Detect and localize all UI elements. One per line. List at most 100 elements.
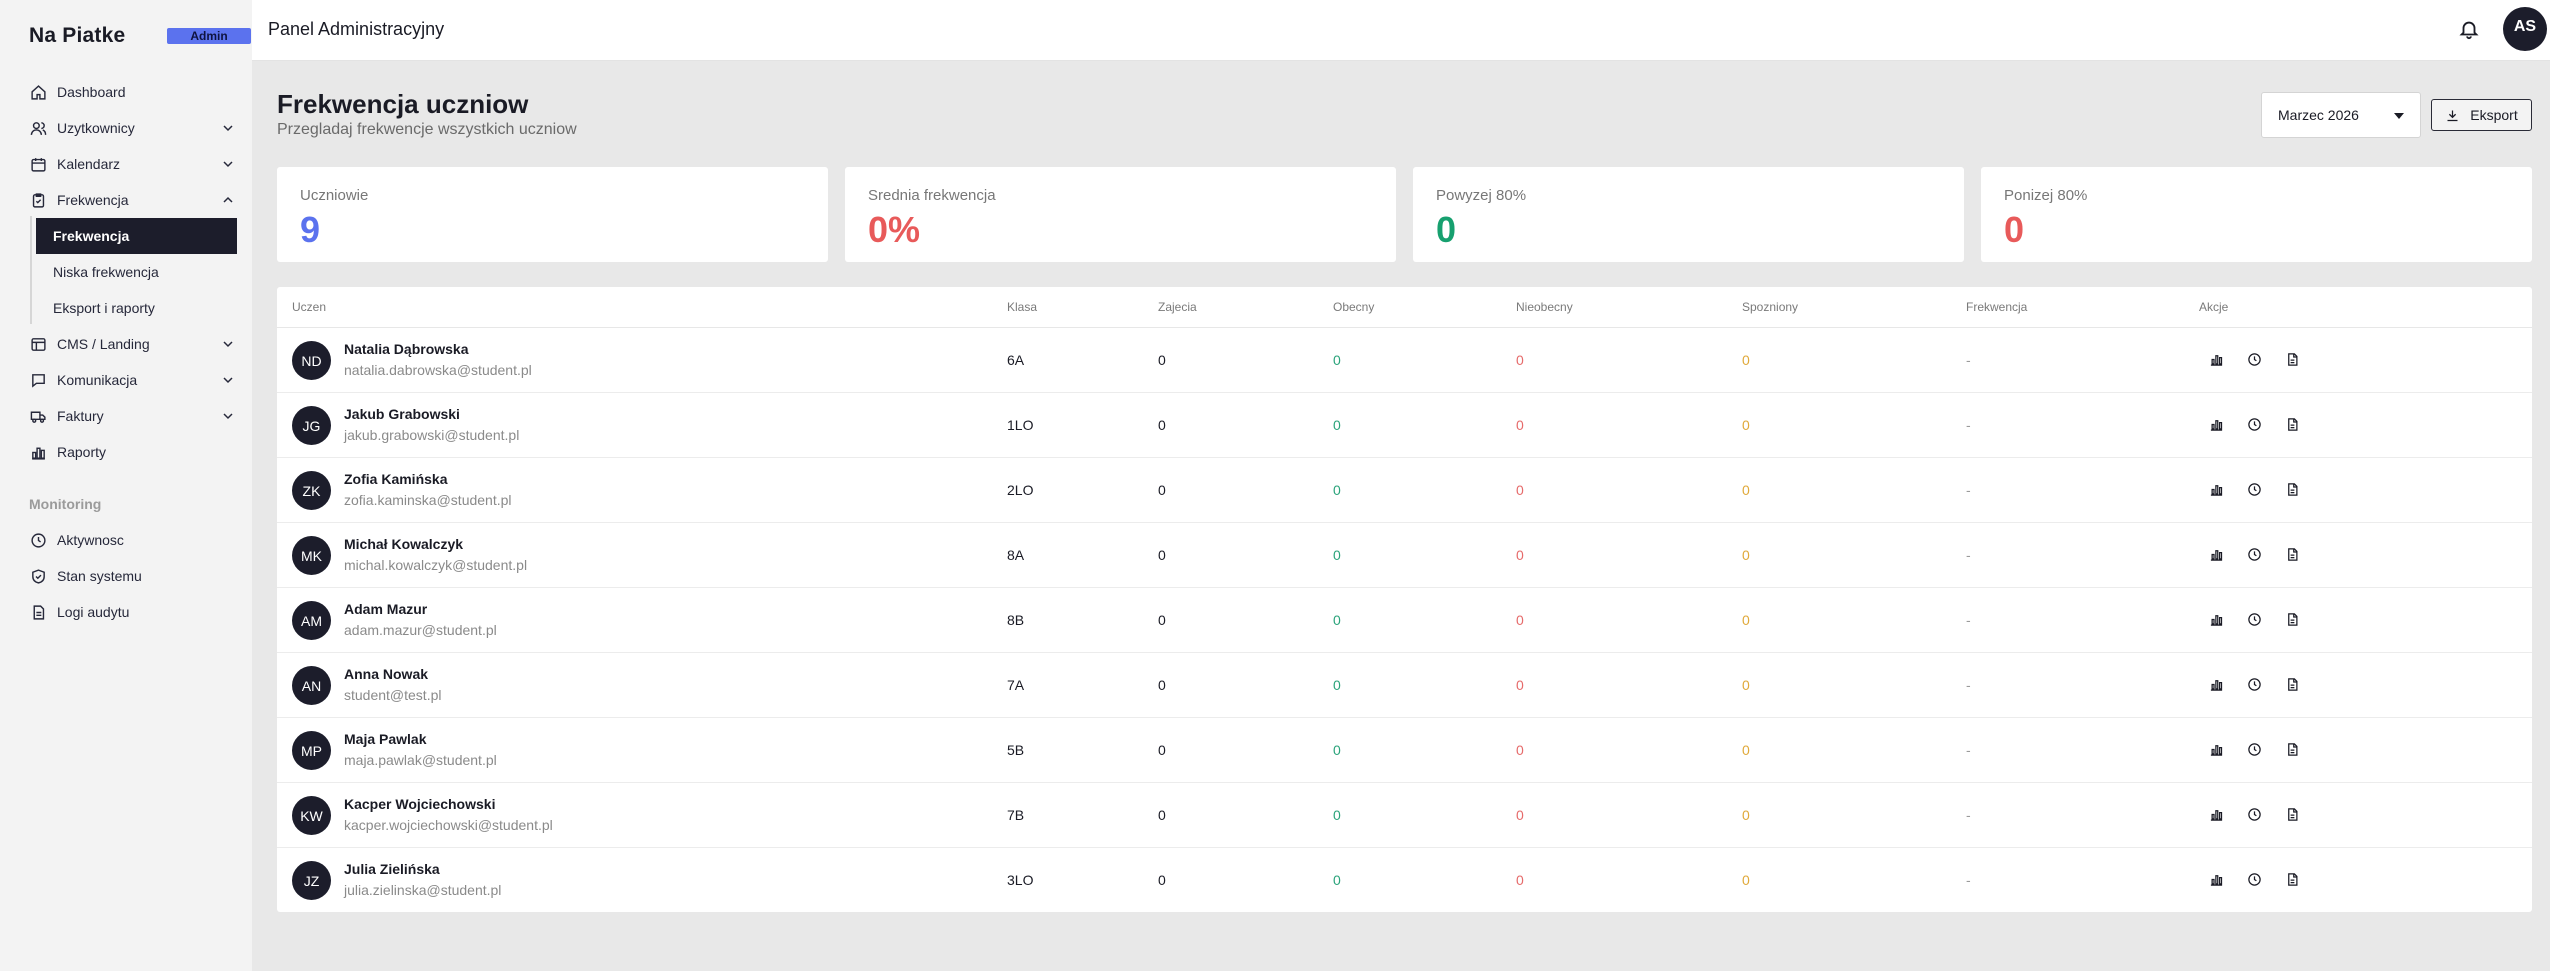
sidebar-item-system-status[interactable]: Stan systemu [24, 560, 236, 592]
sidebar-subitem-attendance[interactable]: Frekwencja [36, 218, 237, 254]
student-name[interactable]: Anna Nowak [344, 666, 429, 682]
student-email: julia.zielinska@student.pl [344, 882, 502, 898]
sidebar-item-communication[interactable]: Komunikacja [24, 364, 236, 396]
class-cell: 3LO [1007, 872, 1034, 888]
sidebar-item-audit-logs[interactable]: Logi audytu [24, 596, 236, 628]
lessons-cell: 0 [1158, 807, 1166, 823]
history-clock-icon[interactable] [2245, 350, 2263, 368]
sidebar-subitem-low-attendance[interactable]: Niska frekwencja [53, 264, 159, 280]
sidebar-item-dashboard[interactable]: Dashboard [24, 76, 236, 108]
bell-icon[interactable] [2458, 18, 2480, 40]
student-name[interactable]: Julia Zielińska [344, 861, 440, 877]
table-row: JZ Julia Zielińska julia.zielinska@stude… [277, 848, 2532, 913]
student-name[interactable]: Zofia Kamińska [344, 471, 448, 487]
stat-value: 0 [1436, 209, 1457, 250]
sidebar-item-invoices[interactable]: Faktury [24, 400, 236, 432]
month-select[interactable]: Marzec 2026 [2261, 92, 2421, 138]
history-clock-icon[interactable] [2245, 740, 2263, 758]
column-header-lessons[interactable]: Zajecia [1158, 300, 1197, 314]
table-row: ND Natalia Dąbrowska natalia.dabrowska@s… [277, 328, 2532, 393]
column-header-actions: Akcje [2199, 300, 2229, 314]
late-cell: 0 [1742, 807, 1750, 823]
stats-chart-icon[interactable] [2207, 545, 2225, 563]
history-clock-icon[interactable] [2245, 480, 2263, 498]
stats-chart-icon[interactable] [2207, 350, 2225, 368]
student-name[interactable]: Natalia Dąbrowska [344, 341, 469, 357]
user-avatar[interactable]: AS [2503, 7, 2547, 51]
student-email: zofia.kaminska@student.pl [344, 492, 512, 508]
column-header-attendance[interactable]: Frekwencja [1966, 300, 2028, 314]
sidebar-item-attendance[interactable]: Frekwencja [24, 184, 236, 216]
report-file-icon[interactable] [2283, 805, 2301, 823]
student-name[interactable]: Jakub Grabowski [344, 406, 460, 422]
sidebar-item-label: Kalendarz [57, 156, 121, 172]
late-cell: 0 [1742, 612, 1750, 628]
student-name[interactable]: Maja Pawlak [344, 731, 427, 747]
history-clock-icon[interactable] [2245, 610, 2263, 628]
column-header-student[interactable]: Uczen [292, 300, 327, 314]
stats-chart-icon[interactable] [2207, 610, 2225, 628]
report-file-icon[interactable] [2283, 415, 2301, 433]
sidebar-subitem-export-reports[interactable]: Eksport i raporty [53, 300, 155, 316]
class-cell: 1LO [1007, 417, 1034, 433]
stats-chart-icon[interactable] [2207, 415, 2225, 433]
attendance-cell: - [1966, 547, 1971, 563]
sidebar-item-activity[interactable]: Aktywnosc [24, 524, 236, 556]
chevron-down-icon [223, 413, 233, 420]
history-clock-icon[interactable] [2245, 545, 2263, 563]
history-clock-icon[interactable] [2245, 415, 2263, 433]
report-file-icon[interactable] [2283, 740, 2301, 758]
column-header-late[interactable]: Spozniony [1742, 300, 1799, 314]
page-title: Frekwencja uczniow [277, 89, 529, 119]
chevron-down-icon [223, 341, 233, 348]
sidebar-item-label: Frekwencja [57, 192, 129, 208]
report-file-icon[interactable] [2283, 610, 2301, 628]
lessons-cell: 0 [1158, 872, 1166, 888]
student-name[interactable]: Kacper Wojciechowski [344, 796, 496, 812]
present-cell: 0 [1333, 612, 1341, 628]
sidebar-item-cms[interactable]: CMS / Landing [24, 328, 236, 360]
stats-chart-icon[interactable] [2207, 740, 2225, 758]
top-bar: Panel Administracyjny AS [252, 0, 2550, 61]
attendance-table: Uczen Klasa Zajecia Obecny Nieobecny Spo… [277, 287, 2532, 912]
attendance-cell: - [1966, 677, 1971, 693]
export-button-label: Eksport [2470, 107, 2518, 123]
clock-icon [28, 530, 48, 550]
stats-chart-icon[interactable] [2207, 870, 2225, 888]
lessons-cell: 0 [1158, 742, 1166, 758]
report-file-icon[interactable] [2283, 545, 2301, 563]
sidebar-item-label: CMS / Landing [57, 336, 150, 352]
column-header-absent[interactable]: Nieobecny [1516, 300, 1573, 314]
stat-card-above-80: Powyzej 80% 0 [1413, 167, 1964, 262]
report-file-icon[interactable] [2283, 870, 2301, 888]
export-button[interactable]: Eksport [2431, 99, 2532, 131]
sidebar-item-reports[interactable]: Raporty [24, 436, 236, 468]
column-header-class[interactable]: Klasa [1007, 300, 1038, 314]
sidebar-item-users[interactable]: Uzytkownicy [24, 112, 236, 144]
table-header: Uczen Klasa Zajecia Obecny Nieobecny Spo… [277, 287, 2532, 328]
stats-chart-icon[interactable] [2207, 805, 2225, 823]
stats-chart-icon[interactable] [2207, 480, 2225, 498]
users-icon [28, 118, 48, 138]
student-name[interactable]: Adam Mazur [344, 601, 428, 617]
report-file-icon[interactable] [2283, 350, 2301, 368]
lessons-cell: 0 [1158, 547, 1166, 563]
table-row: MK Michał Kowalczyk michal.kowalczyk@stu… [277, 523, 2532, 588]
student-name[interactable]: Michał Kowalczyk [344, 536, 464, 552]
stats-chart-icon[interactable] [2207, 675, 2225, 693]
sidebar-item-calendar[interactable]: Kalendarz [24, 148, 236, 180]
sidebar-item-label: Aktywnosc [57, 532, 124, 548]
column-header-present[interactable]: Obecny [1333, 300, 1375, 314]
history-clock-icon[interactable] [2245, 675, 2263, 693]
report-file-icon[interactable] [2283, 675, 2301, 693]
history-clock-icon[interactable] [2245, 870, 2263, 888]
report-file-icon[interactable] [2283, 480, 2301, 498]
sidebar-item-label: Komunikacja [57, 372, 138, 388]
history-clock-icon[interactable] [2245, 805, 2263, 823]
attendance-cell: - [1966, 417, 1971, 433]
student-avatar: MK [292, 536, 331, 575]
attendance-cell: - [1966, 482, 1971, 498]
student-avatar: AN [292, 666, 331, 705]
stat-card-average-attendance: Srednia frekwencja 0% [845, 167, 1396, 262]
brand[interactable]: Na Piatke Admin [29, 24, 251, 48]
